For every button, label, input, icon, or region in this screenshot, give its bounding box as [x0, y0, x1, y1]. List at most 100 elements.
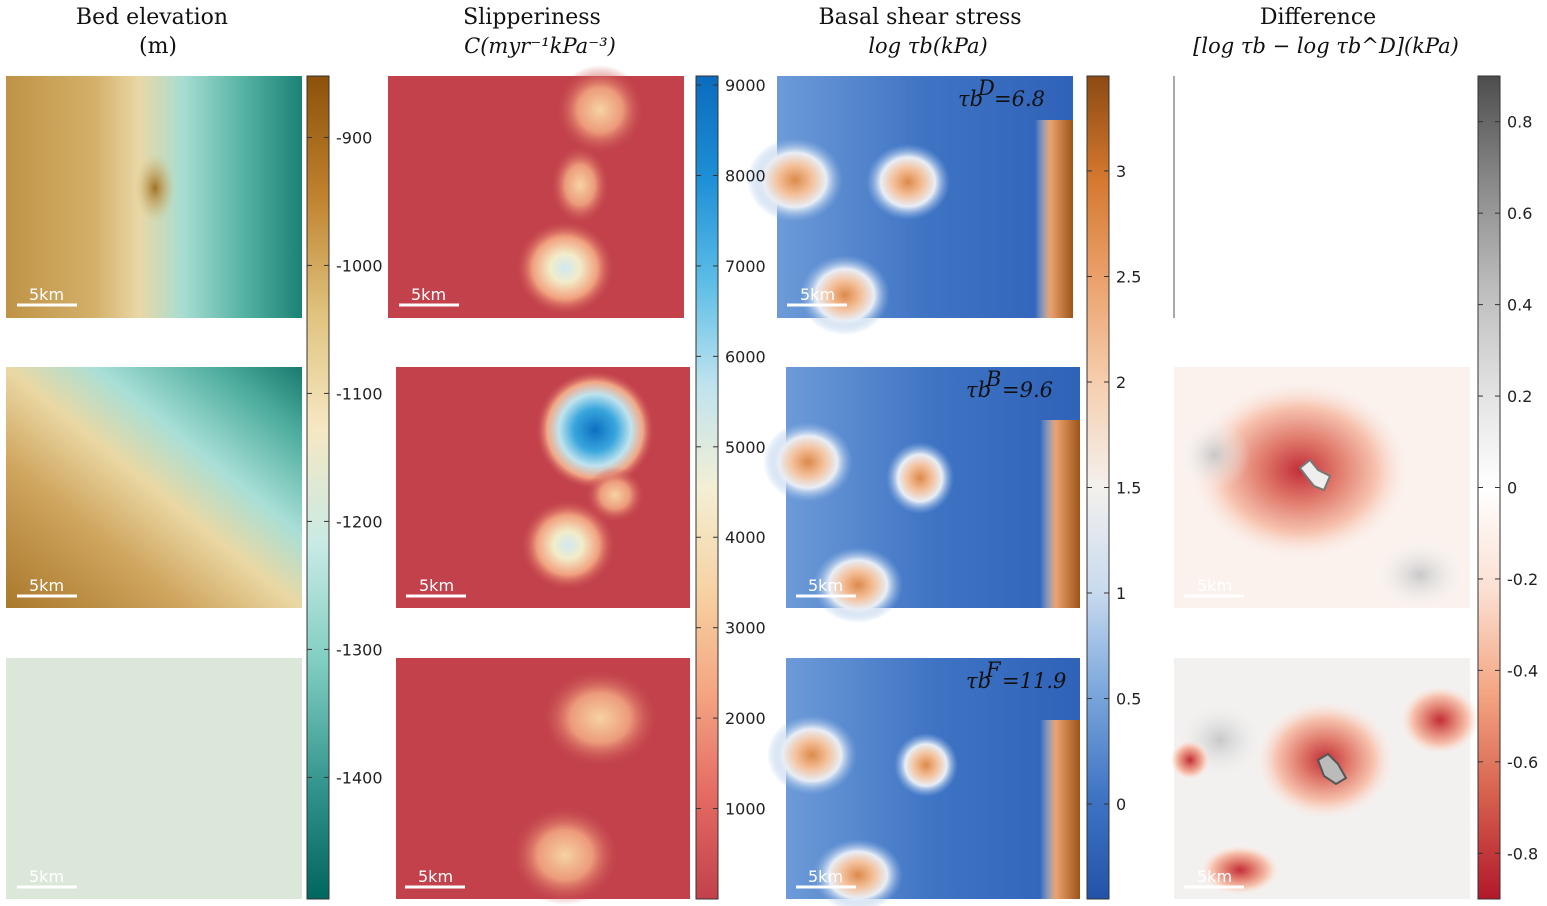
scale-bar-c3r2: 5km: [796, 576, 856, 598]
tau-row2-edge: [1040, 420, 1080, 608]
tau-row1-edge: [1035, 120, 1073, 318]
colorbar-tick-label: 9000: [725, 76, 766, 95]
slip-row1-feature-c: [515, 220, 615, 316]
scale-bar-c4r3-label: 5km: [1197, 867, 1232, 886]
slip-row1-feature-b: [550, 145, 610, 225]
colorbar-tick-label: 0: [1116, 795, 1126, 814]
colorbar-tick-label: 3000: [725, 619, 766, 638]
difference-units: [log τb − log τb^D](kPa): [1193, 34, 1459, 58]
bed-panel-row2: [6, 367, 302, 608]
tau-row1-feature-a: [747, 138, 843, 222]
colorbar-tick-label: 3: [1116, 162, 1126, 181]
colorbar-tick-label: 6000: [725, 347, 766, 366]
bed-panel-row3: [6, 658, 302, 899]
scale-bar-c3r2-label: 5km: [808, 576, 843, 595]
scale-bar-c1r1: 5km: [17, 285, 77, 307]
colorbar-tick-label: 1.5: [1116, 479, 1141, 498]
scale-bar-c3r1: 5km: [787, 285, 847, 307]
tau-stat-row3-sup: F: [985, 658, 1002, 682]
colorbar-tick-label: 4000: [725, 528, 766, 547]
scale-bar-c4r2: 5km: [1184, 576, 1244, 598]
colorbar-tick-label: 8000: [725, 166, 766, 185]
slipperiness-title: Slipperiness: [463, 5, 601, 30]
diff-row3-feature-b: [1400, 685, 1480, 755]
scale-bar-c1r3-label: 5km: [29, 867, 64, 886]
colorbar-tick-label: 0.8: [1507, 113, 1532, 132]
bed-panel-row1-feature: [135, 154, 175, 222]
tau-row2-feature-a: [763, 422, 853, 502]
colorbar-tick-label: -0.8: [1507, 844, 1538, 863]
colorbar-tick-label: -1000: [336, 256, 383, 275]
colorbar-tick-label: -1300: [336, 640, 383, 659]
scale-bar-c1r2-label: 5km: [29, 576, 64, 595]
scale-bar-c2r3-label: 5km: [418, 867, 453, 886]
column-titles: Bed elevation (m) Slipperiness C(myr⁻¹kP…: [76, 5, 1459, 59]
slip-row3-feature-a: [540, 668, 660, 768]
slipperiness-units: C(myr⁻¹kPa⁻³): [464, 34, 616, 58]
difference-title: Difference: [1260, 5, 1376, 30]
scale-bar-c1r3: 5km: [17, 867, 77, 889]
colorbar-basal-shear: 3 2.5 2 1.5 1 0.5 0: [1086, 75, 1141, 900]
scale-bar-c4r2-label: 5km: [1197, 576, 1232, 595]
tau-row1-feature-c: [800, 255, 890, 335]
tau-stat-row3: τb F =11.9: [966, 658, 1066, 693]
colorbar-bed-elevation-bar: [306, 75, 330, 900]
colorbar-tick-label: 2000: [725, 709, 766, 728]
slip-row1-feature-a: [555, 65, 645, 155]
colorbar-tick-label: -0.4: [1507, 661, 1538, 680]
tau-row2-feature-c: [813, 547, 903, 623]
scale-bar-c3r1-label: 5km: [800, 285, 835, 304]
colorbar-tick-label: -1100: [336, 384, 383, 403]
tau-stat-row2-label: τb: [966, 378, 991, 402]
colorbar-tick-label: 0: [1507, 479, 1517, 498]
colorbar-tick-label: 7000: [725, 257, 766, 276]
scale-bar-c1r1-label: 5km: [29, 285, 64, 304]
tau-stat-row2-value: =9.6: [1002, 378, 1053, 402]
tau-row1-feature-b: [866, 144, 950, 220]
slip-row2-feature-b: [520, 499, 616, 591]
diff-row3-feature-f: [1316, 752, 1348, 786]
tau-stat-row3-label: τb: [966, 669, 991, 693]
tau-stat-row1: τb D =6.8: [958, 76, 1045, 111]
colorbar-tick-label: 5000: [725, 438, 766, 457]
scale-bar-c1r2: 5km: [17, 576, 77, 598]
diff-row3-feature-d: [1170, 740, 1210, 780]
colorbars: -900 -1000 -1100 -1200 -1300 -1400 9000 8000 70…: [306, 75, 1538, 900]
diff-row2-feature-c: [1375, 540, 1465, 610]
colorbar-tick-label: -900: [336, 128, 372, 147]
scale-bar-c3r3-label: 5km: [808, 867, 843, 886]
tau-stat-row2: τb B =9.6: [966, 367, 1053, 402]
tau-row3-feature-b: [894, 733, 958, 797]
basal-shear-title: Basal shear stress: [818, 5, 1021, 30]
colorbar-tick-label: 0.4: [1507, 296, 1532, 315]
scale-bar-c4r3: 5km: [1184, 867, 1244, 889]
diff-row2-feature-d: [1298, 458, 1332, 492]
scale-bar-c2r1-label: 5km: [411, 285, 446, 304]
colorbar-tick-label: 1000: [725, 800, 766, 819]
colorbar-tick-label: 0.6: [1507, 204, 1532, 223]
slip-row3-feature-b: [510, 805, 620, 905]
slip-row2-feature-a: [535, 370, 655, 490]
colorbar-tick-label: 1: [1116, 584, 1126, 603]
basal-shear-panels: τb D =6.8 τb B =9.6 τb F =11.9: [747, 76, 1080, 906]
bed-elevation-title: Bed elevation: [76, 5, 228, 30]
slip-row2-feature-c: [585, 467, 645, 523]
diff-row2-feature-a: [1190, 380, 1410, 560]
scale-bar-c2r2-label: 5km: [419, 576, 454, 595]
scale-bar-c2r2: 5km: [406, 576, 466, 598]
colorbar-slipperiness-bar: [695, 75, 719, 900]
tau-stat-row3-value: =11.9: [1002, 669, 1066, 693]
slipperiness-panels: [388, 65, 690, 905]
bed-elevation-panels: [6, 76, 302, 899]
difference-panels: [1170, 76, 1480, 899]
tau-row3-feature-c: [813, 839, 903, 906]
tau-stat-row1-label: τb: [958, 87, 983, 111]
tau-stat-row1-sup: D: [977, 76, 995, 100]
scale-bars: 5km 5km 5km 5km 5km 5km 5km 5km 5km 5km …: [17, 285, 1244, 889]
tau-stat-row2-sup: B: [985, 367, 1001, 391]
scale-bar-c3r3: 5km: [796, 867, 856, 889]
tau-row3-feature-a: [767, 715, 857, 795]
tau-stat-row1-value: =6.8: [994, 87, 1045, 111]
bed-elevation-units: (m): [139, 34, 177, 59]
